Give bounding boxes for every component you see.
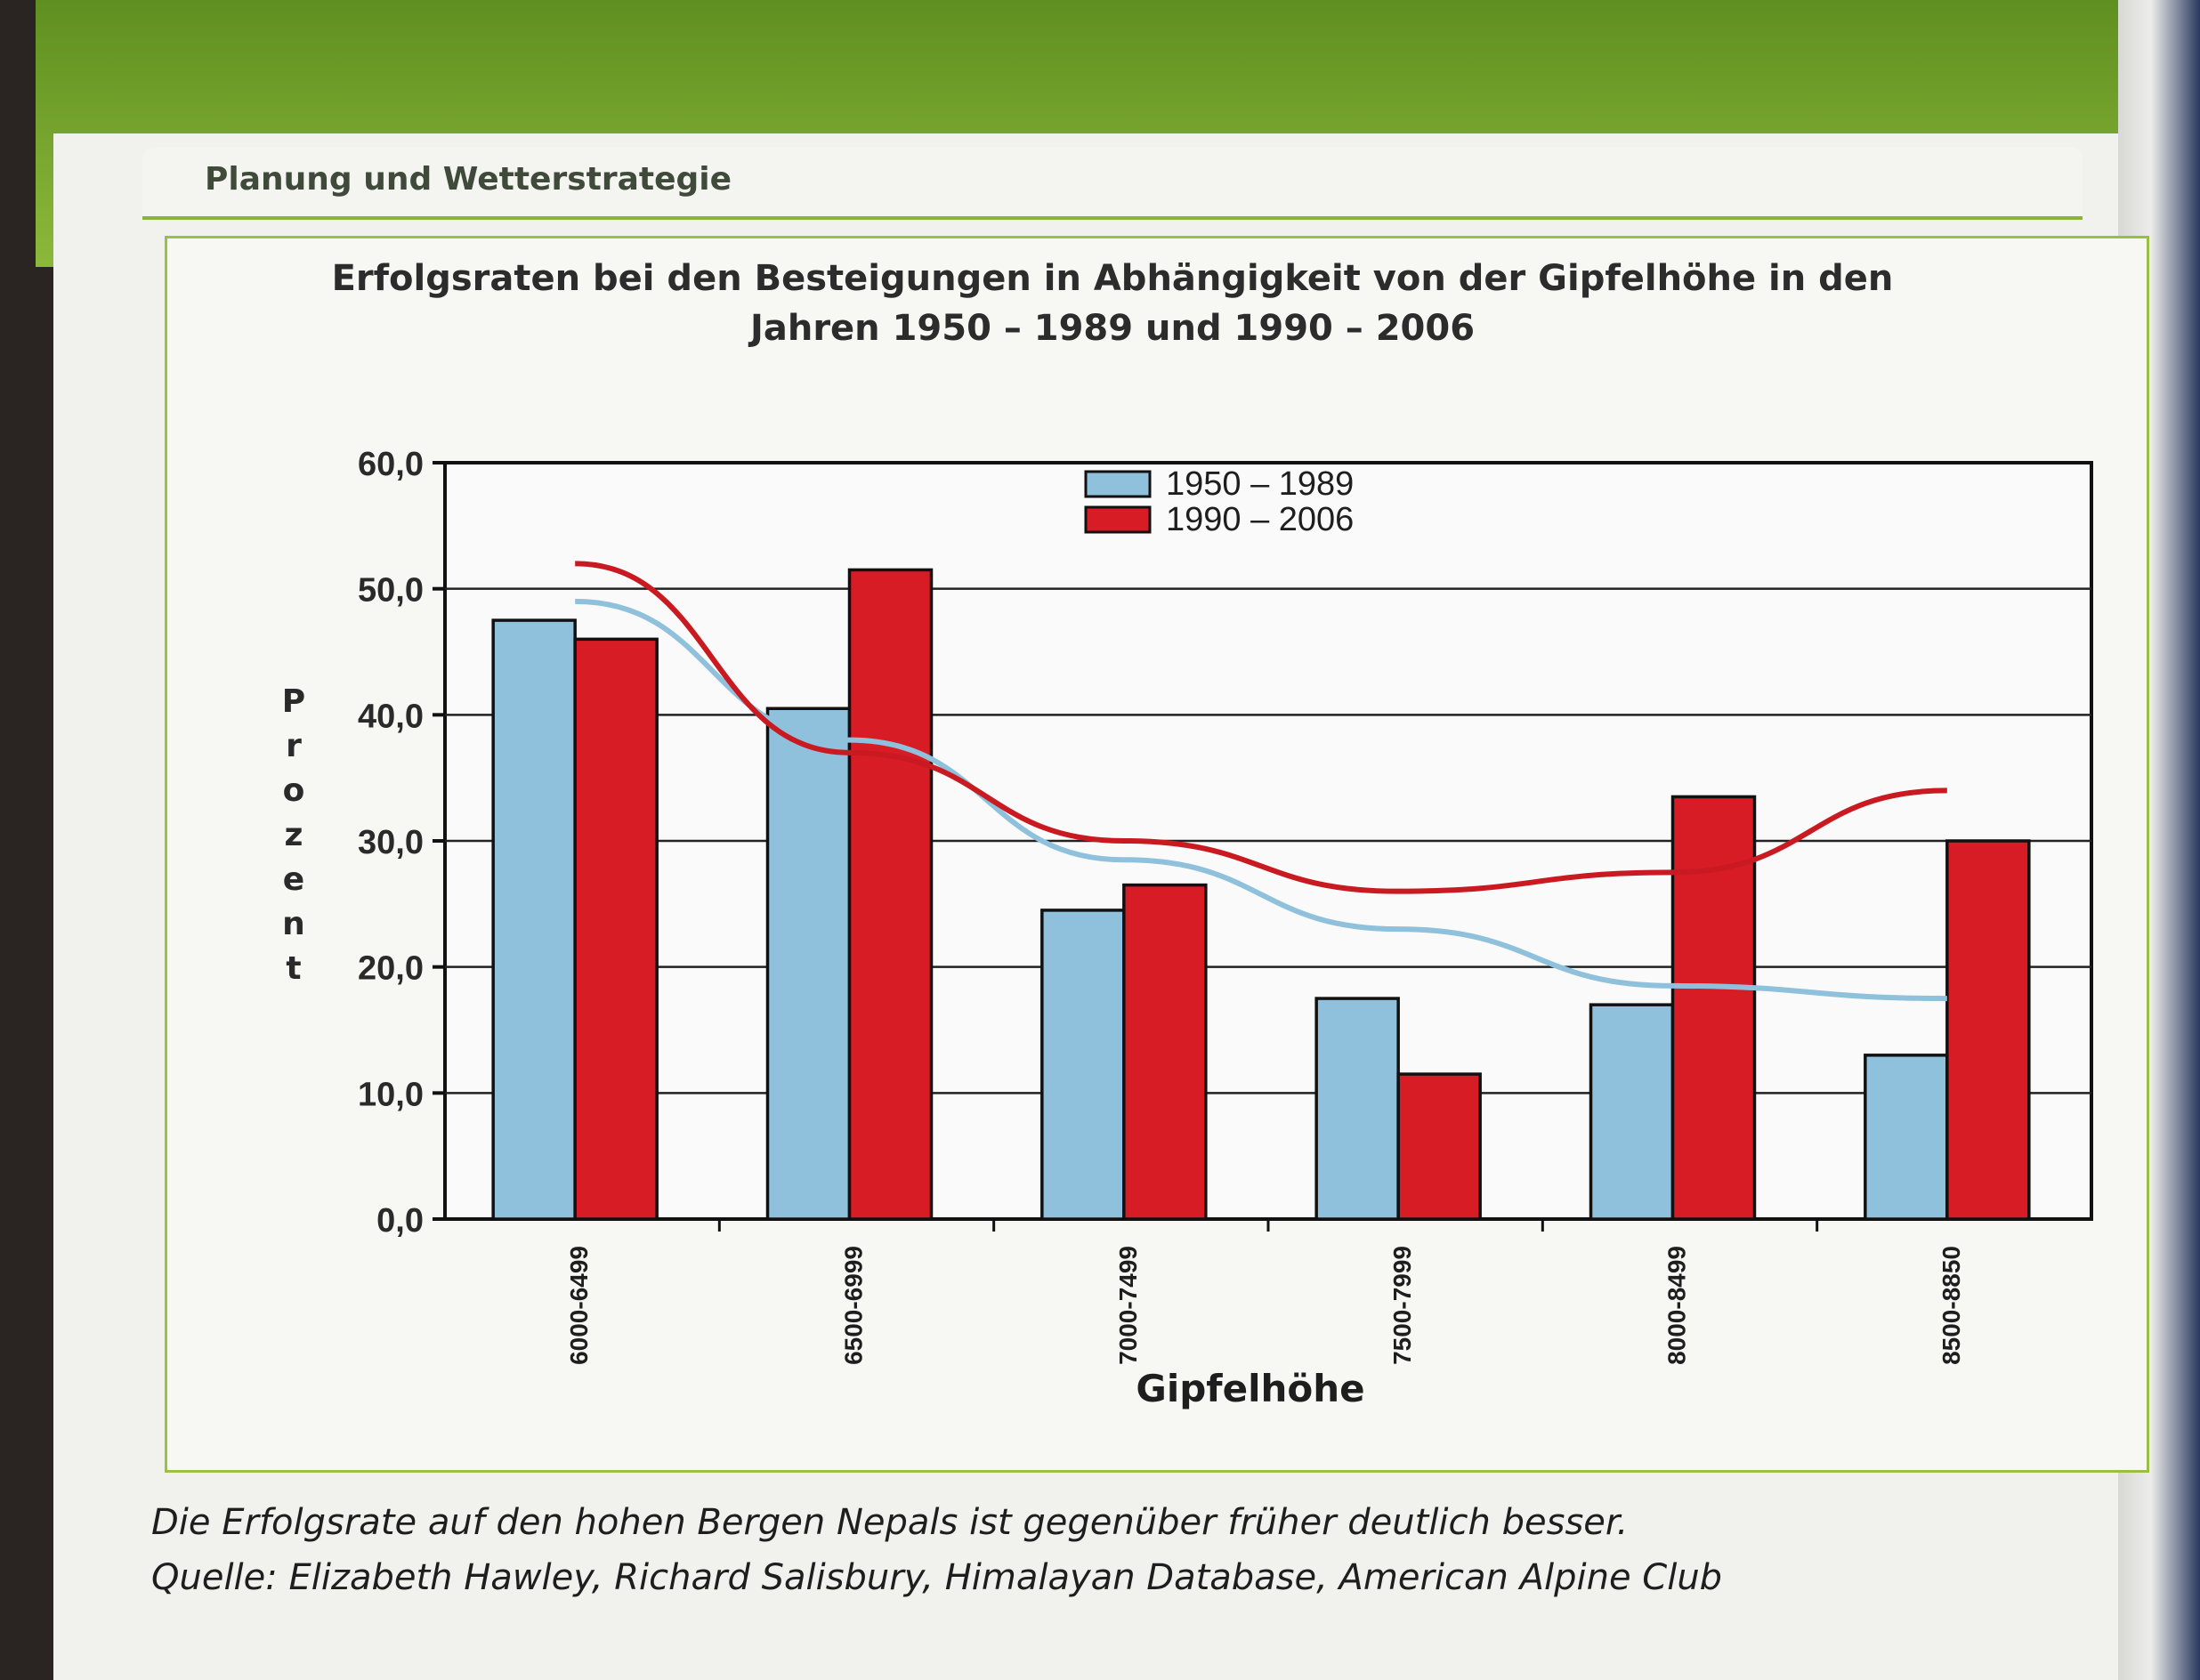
y-axis-label-letter: o [283, 772, 305, 809]
caption: Die Erfolgsrate auf den hohen Bergen Nep… [151, 1495, 1722, 1605]
bar-series1 [1040, 909, 1126, 1221]
bar-series2 [573, 637, 659, 1221]
bar-series2 [847, 568, 934, 1221]
bar-series2 [1396, 1072, 1482, 1221]
y-tick-label: 10,0 [358, 1076, 424, 1113]
bar-series1 [765, 707, 852, 1221]
y-axis-label-letter: n [282, 906, 305, 942]
y-axis-label-letter: t [286, 950, 301, 987]
bar-series1 [1314, 997, 1400, 1221]
section-header: Planung und Wetterstrategie [142, 147, 2083, 220]
y-tick-label: 20,0 [358, 950, 424, 988]
y-axis-label-letter: r [286, 728, 302, 764]
y-tick-label: 30,0 [358, 824, 424, 861]
bar-series1 [1864, 1054, 1949, 1221]
section-title: Planung und Wetterstrategie [205, 161, 732, 198]
x-tick-label: 7500-7999 [1388, 1246, 1416, 1365]
y-tick-label: 0,0 [376, 1202, 424, 1240]
trendline-series1 [575, 598, 1947, 1002]
chart-title: Erfolgsraten bei den Besteigungen in Abh… [331, 258, 1894, 349]
legend-label: 1990 – 2006 [1166, 501, 1354, 538]
y-tick-label: 60,0 [358, 446, 424, 483]
x-tick-label: 7000-7499 [1114, 1246, 1142, 1365]
caption-line-2: Quelle: Elizabeth Hawley, Richard Salisb… [151, 1557, 1723, 1598]
legend-swatch [1084, 470, 1152, 498]
legend-swatch [1084, 505, 1152, 534]
bar-series2 [1945, 839, 2031, 1221]
x-axis-label: Gipfelhöhe [1136, 1367, 1364, 1410]
y-tick-label: 40,0 [358, 698, 424, 735]
bar-series2 [1122, 883, 1208, 1221]
bar-series1 [491, 618, 577, 1221]
caption-line-1: Die Erfolgsrate auf den hohen Bergen Nep… [151, 1502, 1629, 1543]
y-axis-label-letter: z [285, 817, 303, 853]
bar-series1 [1589, 1003, 1675, 1221]
legend-label: 1950 – 1989 [1166, 465, 1354, 503]
y-axis-label-letter: e [283, 861, 304, 898]
bar-series2 [1670, 795, 1757, 1221]
trendline-series2 [575, 561, 1947, 894]
y-axis-label-letter: P [282, 683, 305, 720]
x-tick-label: 6500-6999 [840, 1246, 868, 1365]
x-tick-label: 8500-8850 [1937, 1246, 1965, 1365]
x-tick-label: 8000-8499 [1663, 1246, 1691, 1365]
y-tick-label: 50,0 [358, 572, 424, 610]
x-tick-label: 6000-6499 [565, 1246, 593, 1365]
